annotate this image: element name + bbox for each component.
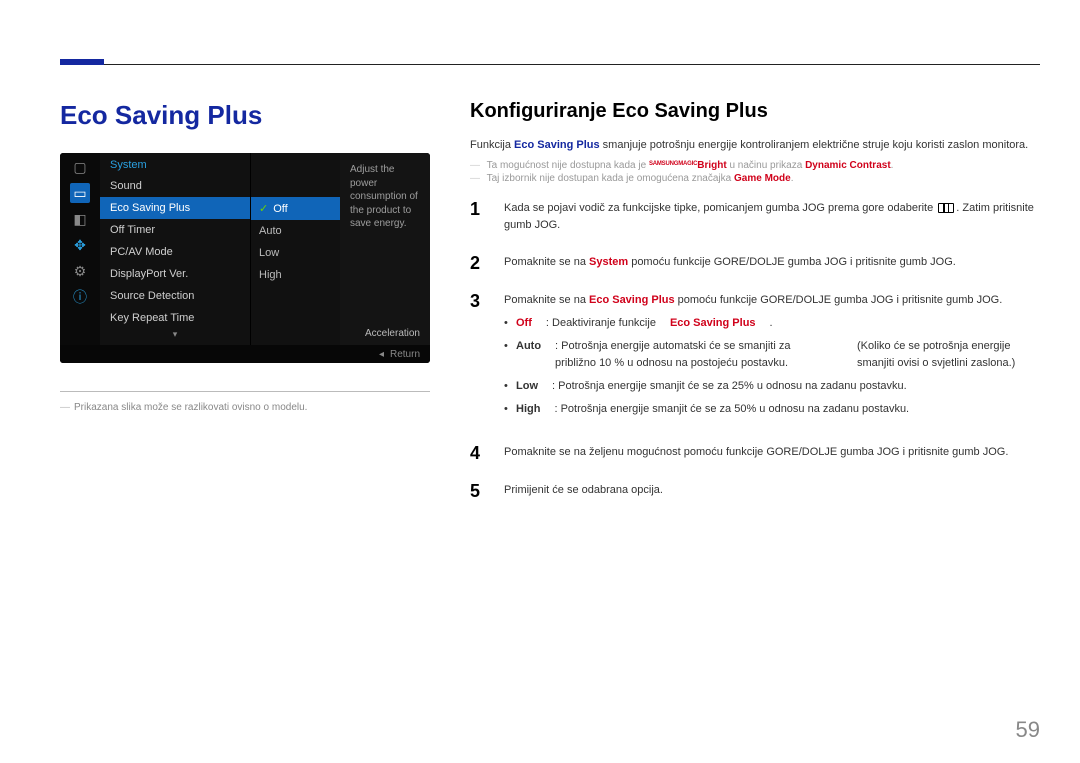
t: . bbox=[791, 173, 794, 184]
bullet-auto: Auto : Potrošnja energije automatski će s… bbox=[504, 338, 1040, 372]
step-number: 2 bbox=[470, 254, 490, 272]
step-3: 3 Pomaknite se na Eco Saving Plus pomoću… bbox=[470, 292, 1040, 424]
t: Off bbox=[516, 315, 532, 332]
step-1: 1 Kada se pojavi vodič za funkcijske tip… bbox=[470, 200, 1040, 234]
step-number: 3 bbox=[470, 292, 490, 310]
note-1: Ta mogućnost nije dostupna kada je SAMSU… bbox=[470, 160, 1040, 171]
t: Eco Saving Plus bbox=[589, 294, 675, 306]
right-column: Konfiguriranje Eco Saving Plus Funkcija … bbox=[470, 100, 1040, 520]
osd-sub-item: High bbox=[251, 264, 340, 286]
t: (Koliko će se potrošnja energije smanjit… bbox=[857, 338, 1040, 372]
header-accent bbox=[60, 59, 104, 65]
osd-scroll-arrow: ▾ bbox=[100, 329, 250, 340]
step-body: Primijenit će se odabrana opcija. bbox=[504, 482, 663, 499]
model-footnote: Prikazana slika može se razlikovati ovis… bbox=[60, 402, 430, 413]
osd-description: Adjust the power consumption of the prod… bbox=[340, 153, 430, 345]
t: Dynamic Contrast bbox=[805, 160, 891, 171]
screen-icon: ▭ bbox=[70, 183, 90, 203]
return-arrow-icon: ◂ bbox=[379, 349, 384, 360]
step-5: 5 Primijenit će se odabrana opcija. bbox=[470, 482, 1040, 500]
t: Bright bbox=[697, 160, 726, 171]
osd-item: Key Repeat Time bbox=[100, 307, 250, 329]
menu-icon bbox=[938, 203, 954, 213]
step-number: 1 bbox=[470, 200, 490, 218]
osd-sub-item: Auto bbox=[251, 220, 340, 242]
t: SAMSUNG bbox=[649, 161, 678, 167]
osd-sub-label: Off bbox=[273, 203, 287, 215]
t: Eco Saving Plus bbox=[670, 315, 756, 332]
info-icon: ⓘ bbox=[70, 287, 90, 307]
osd-item: PC/AV Mode bbox=[100, 241, 250, 263]
t: Auto bbox=[516, 338, 541, 355]
step-2: 2 Pomaknite se na System pomoću funkcije… bbox=[470, 254, 1040, 272]
osd-return-label: Return bbox=[390, 349, 420, 360]
osd-header: System bbox=[100, 153, 250, 175]
bullet-low: Low : Potrošnja energije smanjit će se za… bbox=[504, 378, 1040, 395]
step-body: Pomaknite se na željenu mogućnost pomoću… bbox=[504, 444, 1008, 461]
osd-footer: ◂ Return bbox=[60, 345, 430, 363]
step-number: 5 bbox=[470, 482, 490, 500]
osd-main-list: System Sound Eco Saving Plus Off Timer P… bbox=[100, 153, 250, 345]
t: System bbox=[589, 256, 628, 268]
t: pomoću funkcije GORE/DOLJE gumba JOG i p… bbox=[675, 294, 1003, 306]
left-column: Eco Saving Plus ▢ ▭ ◧ ✥ ⚙ ⓘ System Sound… bbox=[60, 100, 430, 520]
section-title: Konfiguriranje Eco Saving Plus bbox=[470, 100, 1040, 123]
osd-item: Sound bbox=[100, 175, 250, 197]
t: Low bbox=[516, 378, 538, 395]
t: Taj izbornik nije dostupan kada je omogu… bbox=[487, 173, 734, 184]
page-content: Eco Saving Plus ▢ ▭ ◧ ✥ ⚙ ⓘ System Sound… bbox=[60, 50, 1040, 520]
check-icon: ✓ bbox=[259, 202, 268, 215]
osd-item: Off Timer bbox=[100, 219, 250, 241]
t: Ta mogućnost nije dostupna kada je bbox=[487, 160, 649, 171]
t: MAGIC bbox=[678, 161, 697, 167]
t: Pomaknite se na bbox=[504, 256, 589, 268]
t: High bbox=[516, 401, 540, 418]
t: . bbox=[770, 315, 773, 332]
options-bullets: Off : Deaktiviranje funkcije Eco Saving P… bbox=[504, 315, 1040, 418]
t: u načinu prikaza bbox=[727, 160, 805, 171]
main-title: Eco Saving Plus bbox=[60, 100, 430, 131]
t: Pomaknite se na bbox=[504, 294, 589, 306]
osd-item: DisplayPort Ver. bbox=[100, 263, 250, 285]
t: : Potrošnja energije smanjit će se za 25… bbox=[552, 378, 907, 395]
osd-acceleration-label: Acceleration bbox=[365, 328, 420, 339]
bullet-high: High : Potrošnja energije smanjit će se z… bbox=[504, 401, 1040, 418]
osd-screenshot: ▢ ▭ ◧ ✥ ⚙ ⓘ System Sound Eco Saving Plus… bbox=[60, 153, 430, 363]
left-divider bbox=[60, 391, 430, 392]
osd-sub-selected: ✓ Off bbox=[251, 197, 340, 220]
osd-item: Source Detection bbox=[100, 285, 250, 307]
t: smanjuje potrošnju energije kontroliranj… bbox=[600, 139, 1029, 151]
t: : Potrošnja energije automatski će se sm… bbox=[555, 338, 829, 372]
page-number: 59 bbox=[1016, 717, 1040, 743]
step-number: 4 bbox=[470, 444, 490, 462]
t: Funkcija bbox=[470, 139, 514, 151]
osd-item-selected: Eco Saving Plus bbox=[100, 197, 250, 219]
step-body: Kada se pojavi vodič za funkcijske tipke… bbox=[504, 200, 1040, 234]
t: Eco Saving Plus bbox=[514, 139, 600, 151]
t: pomoću funkcije GORE/DOLJE gumba JOG i p… bbox=[628, 256, 956, 268]
t: Game Mode bbox=[734, 173, 791, 184]
osd-sub-item: Low bbox=[251, 242, 340, 264]
t: : Deaktiviranje funkcije bbox=[546, 315, 656, 332]
bullet-off: Off : Deaktiviranje funkcije Eco Saving P… bbox=[504, 315, 1040, 332]
note-2: Taj izbornik nije dostupan kada je omogu… bbox=[470, 173, 1040, 184]
osd-sub-list: ✓ Off Auto Low High bbox=[250, 153, 340, 345]
osd-icon-rail: ▢ ▭ ◧ ✥ ⚙ ⓘ bbox=[60, 153, 100, 345]
t: . bbox=[891, 160, 894, 171]
t: : Potrošnja energije smanjit će se za 50… bbox=[554, 401, 909, 418]
step-body: Pomaknite se na Eco Saving Plus pomoću f… bbox=[504, 292, 1040, 424]
picture-icon: ▢ bbox=[70, 157, 90, 177]
pip-icon: ◧ bbox=[70, 209, 90, 229]
steps-list: 1 Kada se pojavi vodič za funkcijske tip… bbox=[470, 200, 1040, 500]
settings-icon: ⚙ bbox=[70, 261, 90, 281]
step-4: 4 Pomaknite se na željenu mogućnost pomo… bbox=[470, 444, 1040, 462]
nav-icon: ✥ bbox=[70, 235, 90, 255]
t: Kada se pojavi vodič za funkcijske tipke… bbox=[504, 202, 936, 214]
step-body: Pomaknite se na System pomoću funkcije G… bbox=[504, 254, 956, 271]
intro-text: Funkcija Eco Saving Plus smanjuje potroš… bbox=[470, 137, 1040, 154]
header-rule bbox=[60, 64, 1040, 65]
